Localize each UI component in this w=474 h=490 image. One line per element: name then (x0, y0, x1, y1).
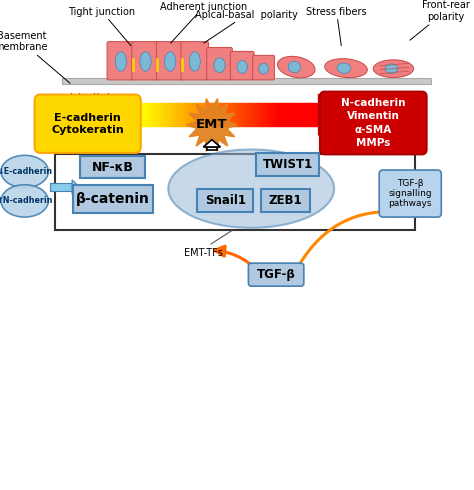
Ellipse shape (325, 59, 367, 77)
FancyBboxPatch shape (156, 42, 184, 80)
FancyBboxPatch shape (73, 185, 153, 213)
Text: ZEB1: ZEB1 (269, 194, 302, 207)
FancyBboxPatch shape (230, 51, 254, 80)
FancyBboxPatch shape (62, 78, 431, 84)
Text: Stress fibers: Stress fibers (306, 7, 367, 46)
Ellipse shape (164, 52, 176, 71)
Text: TWIST1: TWIST1 (263, 158, 313, 171)
Text: TGF-β: TGF-β (257, 268, 295, 281)
FancyBboxPatch shape (197, 189, 253, 212)
Ellipse shape (337, 63, 351, 74)
Text: N-cadherin
Vimentin
α-SMA
MMPs: N-cadherin Vimentin α-SMA MMPs (341, 98, 406, 148)
Ellipse shape (168, 149, 334, 228)
FancyBboxPatch shape (55, 154, 415, 230)
FancyBboxPatch shape (248, 263, 304, 286)
FancyBboxPatch shape (379, 170, 441, 217)
Text: Apical-basal  polarity: Apical-basal polarity (195, 10, 298, 43)
Text: Adherent junction: Adherent junction (160, 2, 247, 43)
Text: TGF-β
signalling
pathways: TGF-β signalling pathways (388, 179, 432, 208)
Ellipse shape (115, 52, 127, 71)
FancyBboxPatch shape (256, 153, 319, 176)
Polygon shape (187, 98, 237, 151)
Text: Snail1: Snail1 (205, 194, 246, 207)
Polygon shape (203, 140, 220, 147)
Polygon shape (207, 147, 217, 150)
FancyBboxPatch shape (107, 42, 135, 80)
Text: EMT-TFs: EMT-TFs (184, 248, 223, 258)
Text: Basement
membrane: Basement membrane (0, 31, 70, 83)
Polygon shape (72, 180, 80, 195)
FancyBboxPatch shape (261, 189, 310, 212)
FancyBboxPatch shape (132, 42, 159, 80)
Text: Front-rear
polarity: Front-rear polarity (410, 0, 470, 40)
Polygon shape (319, 94, 337, 135)
Text: Epithelial
phenotype: Epithelial phenotype (51, 93, 115, 121)
Ellipse shape (385, 64, 398, 74)
Ellipse shape (140, 52, 151, 71)
Ellipse shape (214, 58, 225, 73)
Text: β-catenin: β-catenin (76, 192, 150, 206)
Ellipse shape (1, 185, 48, 217)
Polygon shape (187, 98, 237, 151)
FancyBboxPatch shape (50, 183, 72, 191)
Text: ↓E-cadherin: ↓E-cadherin (0, 167, 52, 176)
Text: NF-κB: NF-κB (91, 161, 133, 173)
Ellipse shape (288, 61, 301, 73)
Text: EMT: EMT (196, 119, 228, 131)
FancyBboxPatch shape (35, 95, 141, 153)
Ellipse shape (277, 56, 315, 78)
Ellipse shape (259, 63, 268, 74)
Text: Tight junction: Tight junction (68, 7, 136, 46)
FancyBboxPatch shape (253, 55, 274, 80)
Ellipse shape (237, 61, 247, 74)
Text: ↑N-cadherin: ↑N-cadherin (0, 196, 53, 205)
Ellipse shape (1, 155, 48, 188)
FancyBboxPatch shape (320, 92, 427, 154)
Text: E-cadherin
Cytokeratin: E-cadherin Cytokeratin (51, 113, 124, 135)
Ellipse shape (373, 60, 413, 77)
FancyBboxPatch shape (80, 156, 145, 178)
Text: Mesenchymal
phenotype: Mesenchymal phenotype (334, 93, 415, 121)
FancyBboxPatch shape (207, 48, 232, 80)
FancyBboxPatch shape (181, 42, 209, 80)
Ellipse shape (189, 52, 201, 71)
